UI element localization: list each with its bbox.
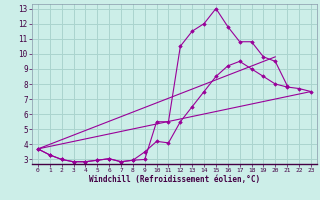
X-axis label: Windchill (Refroidissement éolien,°C): Windchill (Refroidissement éolien,°C) [89, 175, 260, 184]
